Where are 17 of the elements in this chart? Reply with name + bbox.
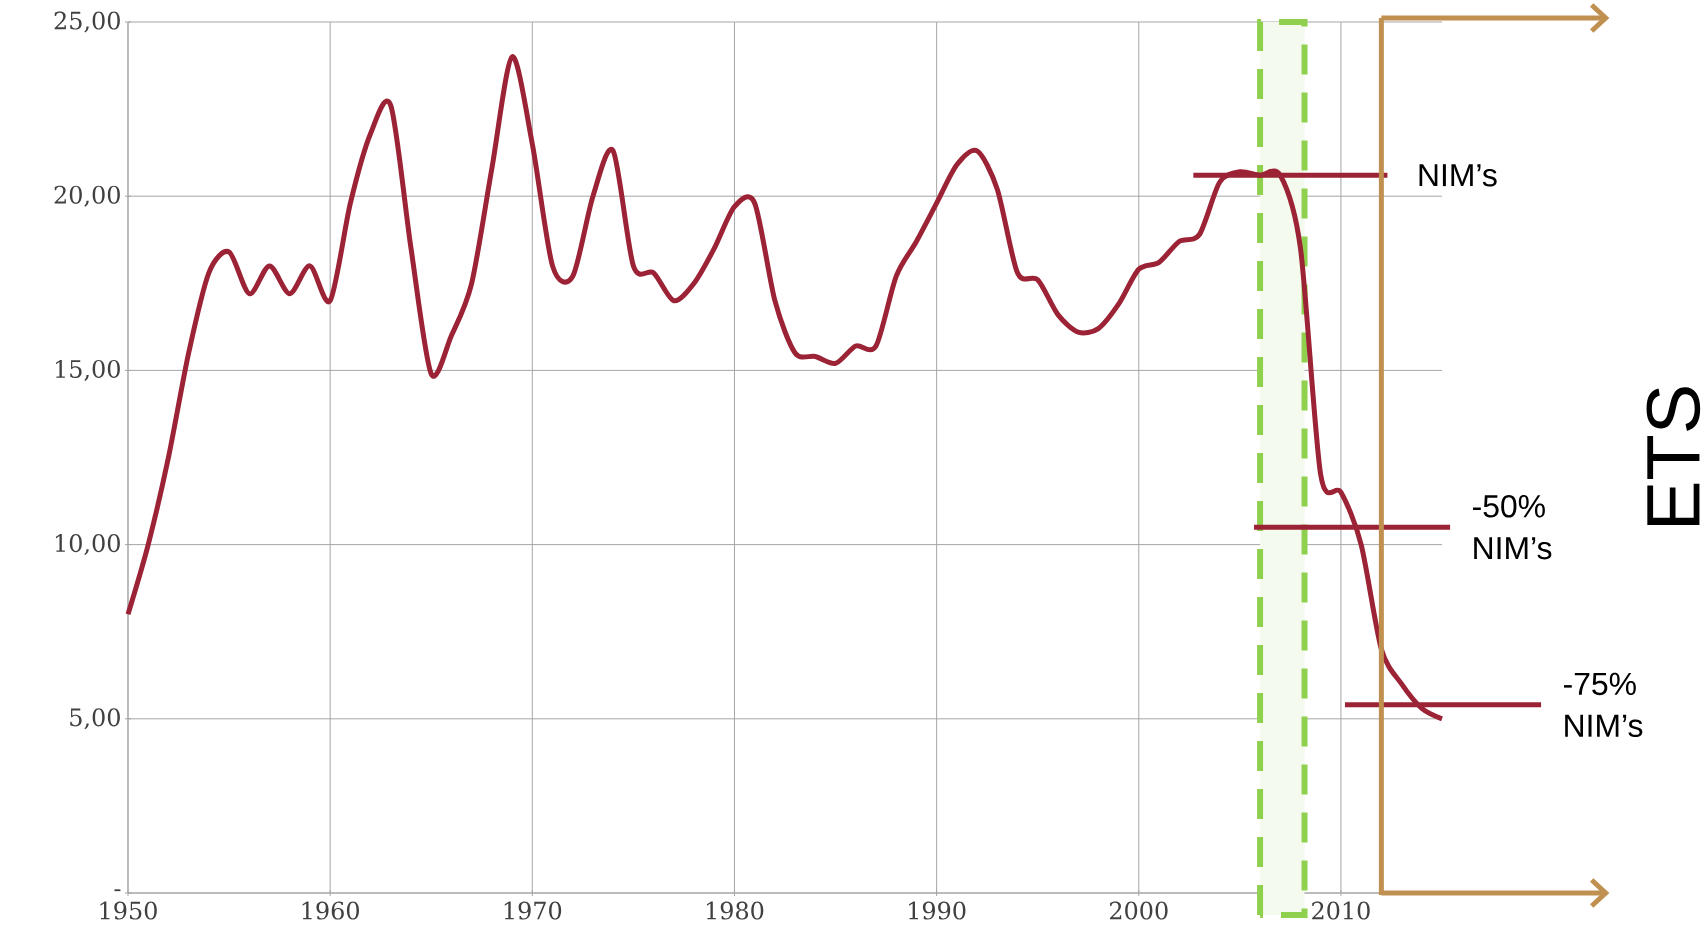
x-tick-label: 1990 [909,901,966,920]
x-tick-label: 1970 [504,901,562,920]
y-tick-label: 15,00 [55,359,120,381]
y-tick-label: 10,00 [55,534,120,556]
y-tick-label: - [114,889,121,892]
y-tick-label: 5,00 [70,708,120,730]
x-tick-label: 2010 [1312,901,1370,920]
x-tick-label: 1950 [100,901,157,920]
text: ETS [1646,387,1701,525]
x-tick-label: 1980 [706,901,764,920]
x-tick-label: 1960 [302,901,359,920]
x-tick-label: 2000 [1109,901,1168,920]
y-tick-label: 20,00 [54,185,120,207]
ref-line-label: -50% NIM’s [1473,494,1552,560]
ref-line-label: NIM’s [1419,164,1497,187]
ref-line-label: -75% NIM’s [1564,672,1643,737]
y-tick-label: 25,00 [54,11,120,33]
